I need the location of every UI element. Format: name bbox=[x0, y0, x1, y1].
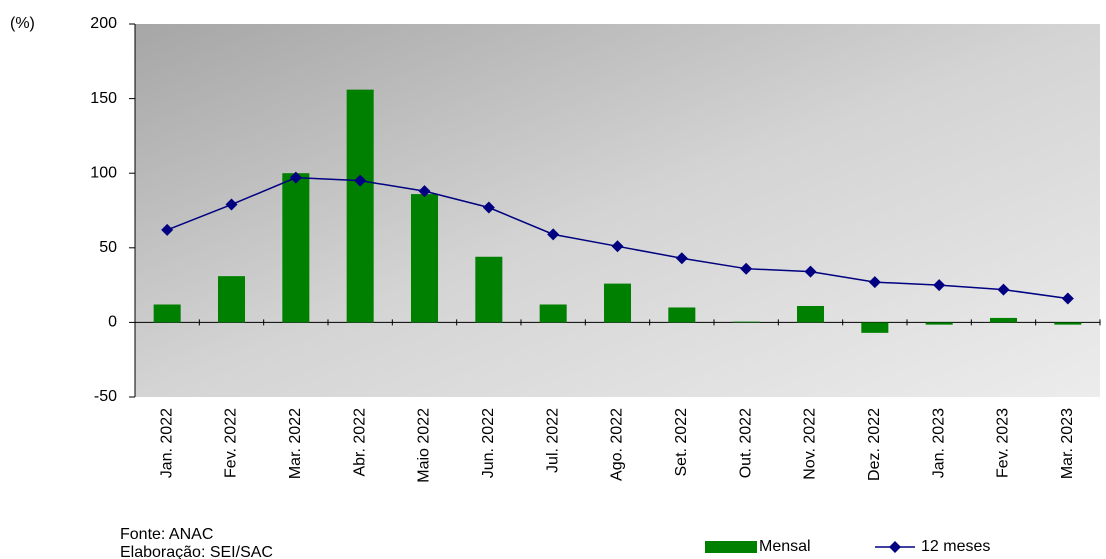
marker bbox=[675, 252, 688, 265]
x-tick-label: Fev. 2023 bbox=[995, 408, 1012, 478]
x-tick-label: Mar. 2022 bbox=[287, 408, 304, 479]
marker bbox=[289, 171, 302, 184]
marker bbox=[1061, 292, 1074, 305]
bar bbox=[539, 304, 567, 323]
y-tick-label: 0 bbox=[108, 314, 117, 331]
credit: Elaboração: SEI/SAC bbox=[120, 544, 273, 559]
y-tick-label: 200 bbox=[90, 15, 117, 32]
legend-label: 12 meses bbox=[921, 538, 990, 555]
legend-marker bbox=[889, 541, 901, 553]
x-tick-label: Jan. 2023 bbox=[930, 408, 947, 478]
bar bbox=[989, 317, 1018, 323]
marker bbox=[804, 265, 817, 278]
plot-area bbox=[135, 24, 1100, 397]
bar bbox=[925, 322, 953, 325]
y-tick-label: 50 bbox=[99, 239, 117, 256]
bar bbox=[668, 307, 696, 323]
marker bbox=[868, 276, 881, 289]
bar bbox=[475, 256, 503, 323]
x-tick-label: Dez. 2022 bbox=[866, 408, 883, 481]
x-tick-label: Maio 2022 bbox=[416, 408, 433, 483]
bar bbox=[346, 89, 374, 323]
bar bbox=[732, 321, 760, 323]
bar bbox=[796, 305, 825, 323]
bar bbox=[217, 276, 246, 323]
x-tick-label: Mar. 2023 bbox=[1059, 408, 1076, 479]
x-tick-label: Jan. 2022 bbox=[158, 408, 175, 478]
marker bbox=[354, 174, 367, 187]
y-tick-label: -50 bbox=[94, 388, 117, 405]
x-tick-label: Abr. 2022 bbox=[351, 408, 368, 477]
marker bbox=[225, 198, 238, 211]
legend-swatch bbox=[705, 541, 757, 553]
marker bbox=[611, 240, 624, 253]
source: Fonte: ANAC bbox=[120, 526, 213, 543]
bar bbox=[410, 194, 439, 323]
y-tick-label: 150 bbox=[90, 90, 117, 107]
legend-label: Mensal bbox=[759, 538, 811, 555]
x-tick-label: Nov. 2022 bbox=[802, 408, 819, 480]
x-tick-label: Set. 2022 bbox=[673, 408, 690, 477]
bar bbox=[153, 304, 181, 323]
bar bbox=[861, 322, 889, 333]
marker bbox=[418, 185, 431, 198]
marker bbox=[740, 262, 753, 275]
y-tick-label: 100 bbox=[90, 164, 117, 181]
x-tick-label: Fev. 2022 bbox=[223, 408, 240, 478]
x-tick-label: Jun. 2022 bbox=[480, 408, 497, 478]
marker bbox=[161, 223, 174, 236]
marker bbox=[547, 228, 560, 241]
bar bbox=[282, 173, 310, 323]
x-tick-label: Ago. 2022 bbox=[609, 408, 626, 481]
marker bbox=[933, 279, 946, 292]
bar bbox=[603, 283, 632, 323]
x-tick-label: Out. 2022 bbox=[737, 408, 754, 478]
bar bbox=[1054, 322, 1082, 325]
x-tick-label: Jul. 2022 bbox=[544, 408, 561, 473]
y-axis-label: (%) bbox=[10, 15, 35, 32]
marker bbox=[997, 283, 1010, 296]
marker bbox=[482, 201, 495, 214]
